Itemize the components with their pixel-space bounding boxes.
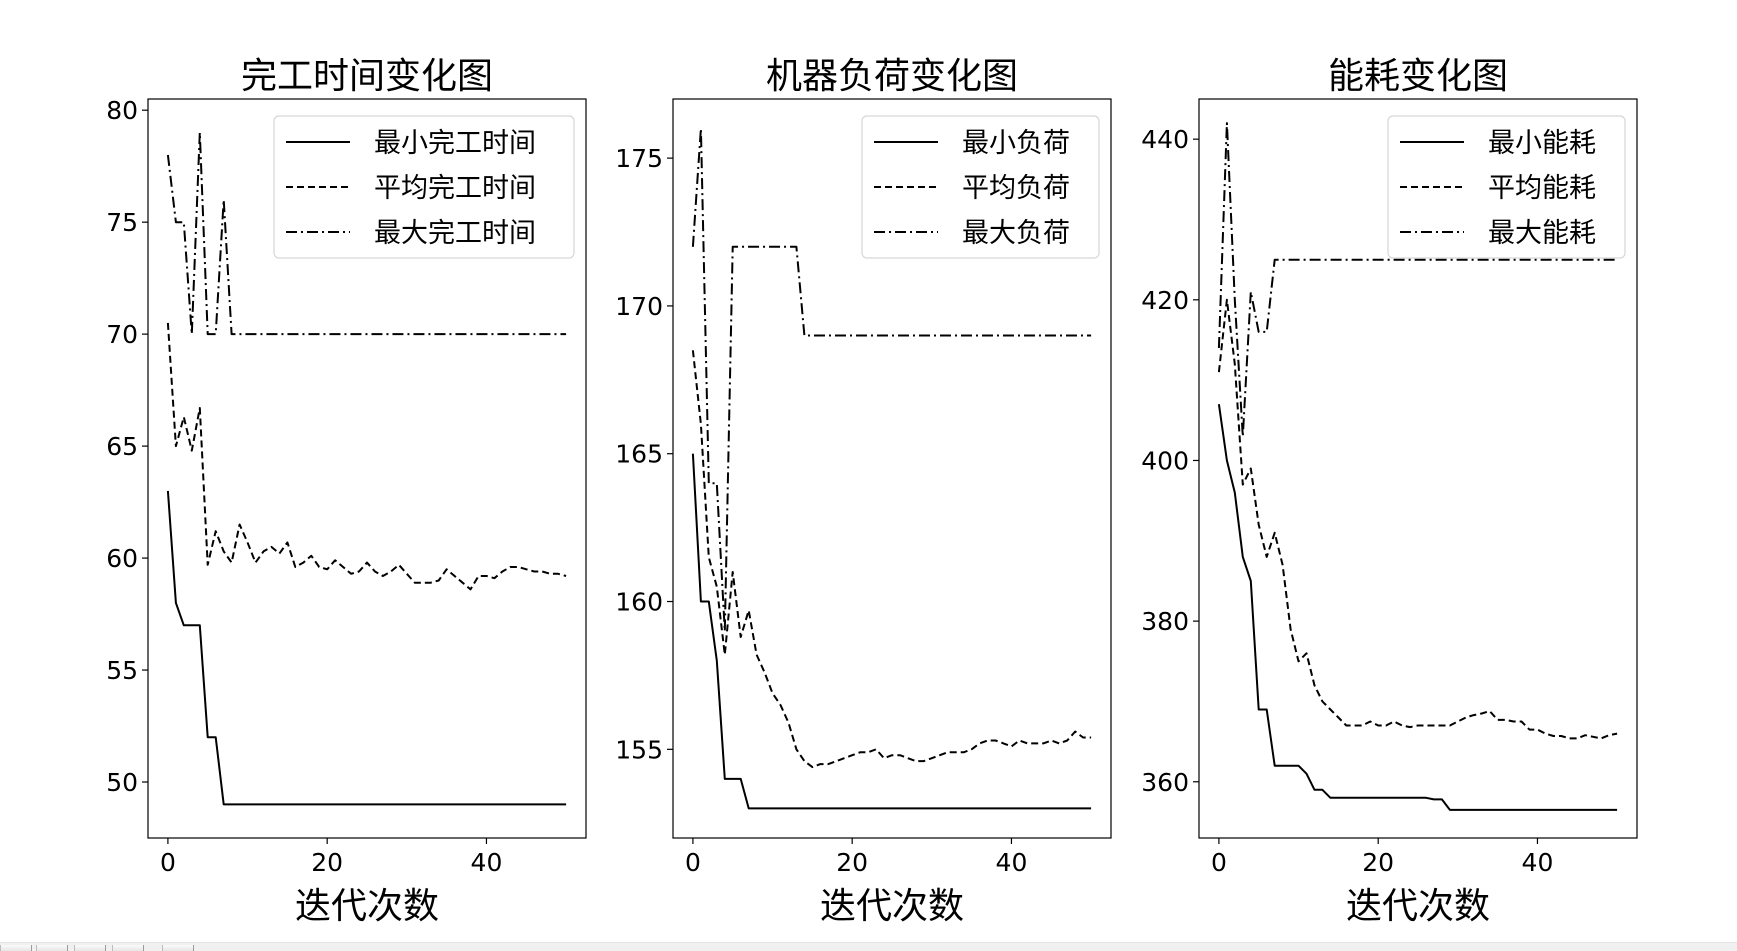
series-line bbox=[166, 322, 567, 591]
y-tick-label: 80 bbox=[106, 96, 138, 125]
legend-label: 平均负荷 bbox=[962, 173, 1070, 204]
legend-label: 最大能耗 bbox=[1488, 218, 1596, 249]
legend-box bbox=[861, 115, 1100, 259]
chart-title: 机器负荷变化图 bbox=[766, 56, 1018, 97]
y-tick-label: 165 bbox=[615, 440, 663, 469]
x-tick-label: 40 bbox=[996, 848, 1028, 877]
axes-frame bbox=[1198, 98, 1638, 839]
series-line bbox=[166, 131, 567, 336]
x-tick-label: 40 bbox=[1522, 848, 1554, 877]
y-tick-label: 420 bbox=[1141, 286, 1189, 315]
y-tick-label: 360 bbox=[1141, 768, 1189, 797]
subplot-3: 能耗变化图 360 380 400 420 440 0 20 40 迭代次数 最小能耗平均能耗最大能… bbox=[1141, 56, 1638, 927]
y-tick-label: 400 bbox=[1141, 446, 1189, 475]
series-line bbox=[166, 490, 567, 806]
subplot-1: 完工时间变化图 50 55 60 65 70 75 80 0 20 40 迭代次数 最小完工时间平均完工… bbox=[106, 56, 587, 927]
y-tick-label: 60 bbox=[106, 544, 138, 573]
y-tick-label: 155 bbox=[615, 735, 663, 764]
series-line bbox=[691, 453, 1092, 810]
legend-label: 平均完工时间 bbox=[374, 173, 536, 204]
chart-title: 能耗变化图 bbox=[1328, 56, 1508, 97]
x-axis-label: 迭代次数 bbox=[820, 886, 964, 927]
y-tick-label: 55 bbox=[106, 656, 138, 685]
legend-box bbox=[273, 115, 575, 259]
legend-label: 最小能耗 bbox=[1488, 128, 1596, 159]
y-tick-label: 70 bbox=[106, 320, 138, 349]
legend-box bbox=[1387, 115, 1626, 259]
pan-button[interactable] bbox=[112, 945, 144, 951]
legend-label: 最大完工时间 bbox=[374, 218, 536, 249]
home-button[interactable] bbox=[0, 945, 32, 951]
axes-frame bbox=[147, 98, 587, 839]
legend-label: 最小完工时间 bbox=[374, 128, 536, 159]
forward-button[interactable] bbox=[74, 945, 106, 951]
series-line bbox=[1217, 298, 1618, 740]
y-tick-label: 50 bbox=[106, 768, 138, 797]
y-tick-label: 380 bbox=[1141, 607, 1189, 636]
y-tick-label: 440 bbox=[1141, 125, 1189, 154]
x-tick-label: 20 bbox=[1362, 848, 1394, 877]
y-tick-label: 170 bbox=[615, 292, 663, 321]
chart-title: 完工时间变化图 bbox=[241, 56, 493, 97]
axes-frame bbox=[672, 98, 1112, 839]
x-axis-label: 迭代次数 bbox=[1346, 886, 1490, 927]
legend-label: 最大负荷 bbox=[962, 218, 1070, 249]
y-tick-label: 160 bbox=[615, 588, 663, 617]
y-tick-label: 65 bbox=[106, 432, 138, 461]
x-tick-label: 20 bbox=[311, 848, 343, 877]
navigation-toolbar bbox=[0, 942, 1737, 951]
back-button[interactable] bbox=[36, 945, 68, 951]
y-tick-label: 175 bbox=[615, 144, 663, 173]
y-tick-label: 75 bbox=[106, 208, 138, 237]
legend-label: 平均能耗 bbox=[1488, 173, 1596, 204]
x-tick-label: 0 bbox=[685, 848, 701, 877]
series-line bbox=[691, 127, 1092, 633]
x-axis-label: 迭代次数 bbox=[295, 886, 439, 927]
zoom-button[interactable] bbox=[162, 945, 194, 951]
series-line bbox=[1217, 122, 1618, 438]
x-tick-label: 0 bbox=[160, 848, 176, 877]
series-line bbox=[1217, 404, 1618, 811]
x-tick-label: 40 bbox=[471, 848, 503, 877]
x-tick-label: 20 bbox=[836, 848, 868, 877]
x-tick-label: 0 bbox=[1211, 848, 1227, 877]
series-line bbox=[691, 350, 1092, 769]
legend-label: 最小负荷 bbox=[962, 128, 1070, 159]
